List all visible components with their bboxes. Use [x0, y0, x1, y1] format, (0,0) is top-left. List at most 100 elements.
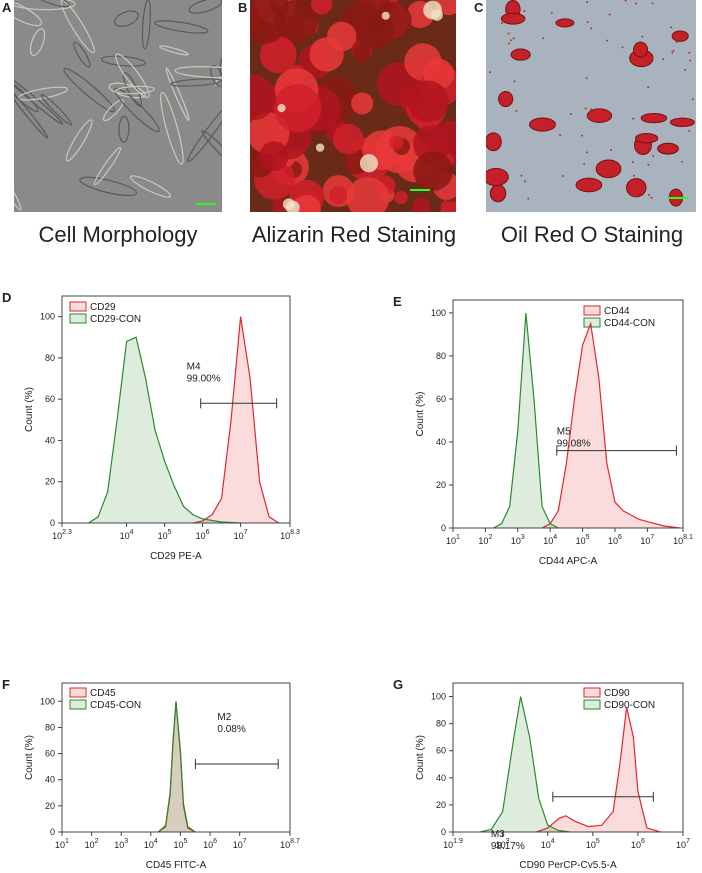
- x-tick-label: 105: [158, 529, 172, 541]
- y-tick-label: 40: [436, 773, 446, 783]
- droplet: [647, 86, 649, 88]
- droplet: [652, 57, 654, 59]
- tick-exponent: 6: [641, 838, 645, 845]
- gate-percent: 99.08%: [557, 439, 591, 450]
- y-axis-label: Count (%): [415, 391, 426, 436]
- x-tick-label: 106: [608, 534, 622, 546]
- matrix: [360, 154, 378, 172]
- cell: [186, 303, 207, 326]
- panel-letter: F: [2, 677, 10, 692]
- tick-base: 10: [55, 840, 65, 850]
- droplet: [515, 110, 517, 112]
- fat-cell: [636, 134, 658, 143]
- legend-swatch: [70, 700, 86, 709]
- caption: Oil Red O Staining: [501, 222, 683, 247]
- gate-label: M5: [557, 427, 571, 438]
- gate-label: M4: [187, 361, 201, 372]
- gate-percent: 99.00%: [187, 373, 221, 384]
- y-tick-label: 0: [441, 523, 446, 533]
- y-tick-label: 60: [45, 749, 55, 759]
- x-tick-label: 106: [203, 838, 217, 850]
- nodule: [347, 177, 390, 220]
- droplet: [670, 26, 672, 28]
- matrix: [316, 143, 324, 151]
- fat-cell: [587, 109, 611, 123]
- fat-cell: [499, 91, 513, 106]
- gate-label: M2: [217, 712, 231, 723]
- fat-cell: [485, 133, 501, 151]
- droplet: [652, 155, 654, 157]
- droplet: [653, 115, 655, 117]
- panel-letter: B: [238, 0, 247, 15]
- droplet: [590, 108, 592, 110]
- y-tick-label: 20: [45, 477, 55, 487]
- droplet: [586, 77, 588, 79]
- nodule: [259, 141, 289, 171]
- legend-swatch: [70, 314, 86, 323]
- x-tick-label: 104: [120, 529, 134, 541]
- nodule: [413, 151, 453, 191]
- droplet: [610, 149, 612, 151]
- droplet: [634, 195, 636, 197]
- x-axis-label: CD29 PE-A: [150, 551, 202, 562]
- droplet: [688, 52, 690, 54]
- fat-cell: [596, 160, 621, 178]
- droplet: [689, 60, 691, 62]
- droplet: [585, 107, 587, 109]
- legend-swatch: [70, 302, 86, 311]
- x-tick-label: 105: [173, 838, 187, 850]
- tick-exponent: 6: [206, 529, 210, 536]
- droplet: [632, 118, 634, 120]
- y-tick-label: 20: [436, 800, 446, 810]
- droplet: [559, 134, 561, 136]
- tick-exponent: 4: [154, 838, 158, 845]
- droplet: [646, 140, 648, 142]
- cell: [0, 165, 4, 206]
- legend-label: CD29-CON: [90, 314, 141, 325]
- x-tick-label: 107: [234, 529, 248, 541]
- droplet: [688, 130, 690, 132]
- droplet: [570, 113, 572, 115]
- tick-base: 10: [511, 536, 521, 546]
- legend-swatch: [584, 306, 600, 315]
- tick-base: 10: [52, 531, 62, 541]
- legend-swatch: [584, 700, 600, 709]
- fat-cell: [484, 168, 509, 185]
- tick-exponent: 4: [551, 838, 555, 845]
- droplet: [503, 169, 505, 171]
- fat-cell: [501, 13, 524, 24]
- droplet: [673, 50, 675, 52]
- tick-exponent: 7: [244, 529, 248, 536]
- tick-exponent: 1: [456, 534, 460, 541]
- y-tick-label: 80: [45, 722, 55, 732]
- droplet: [621, 46, 623, 48]
- y-tick-label: 40: [45, 435, 55, 445]
- fat-cell: [627, 179, 647, 197]
- tick-base: 10: [158, 531, 168, 541]
- y-tick-label: 80: [436, 719, 446, 729]
- tick-base: 10: [446, 536, 456, 546]
- fat-cell: [658, 143, 679, 154]
- droplet: [510, 39, 512, 41]
- tick-exponent: 1: [65, 838, 69, 845]
- tick-base: 10: [196, 531, 206, 541]
- legend-label: CD44: [604, 306, 630, 317]
- tick-base: 10: [586, 840, 596, 850]
- y-tick-label: 80: [45, 353, 55, 363]
- gate-label: M3: [491, 829, 505, 840]
- x-tick-label: 106: [631, 838, 645, 850]
- micrograph-c: [484, 0, 696, 212]
- area: [193, 317, 279, 523]
- x-tick-label: 101.9: [443, 838, 463, 850]
- droplet: [648, 194, 650, 196]
- panel-letter: D: [2, 290, 11, 305]
- x-tick-label: 103: [114, 838, 128, 850]
- droplet: [524, 180, 526, 182]
- tick-base: 10: [543, 536, 553, 546]
- tick-exponent: 1.9: [453, 838, 463, 845]
- y-tick-label: 100: [431, 308, 446, 318]
- legend-label: CD29: [90, 302, 116, 313]
- tick-base: 10: [173, 840, 183, 850]
- x-tick-label: 108.7: [280, 838, 300, 850]
